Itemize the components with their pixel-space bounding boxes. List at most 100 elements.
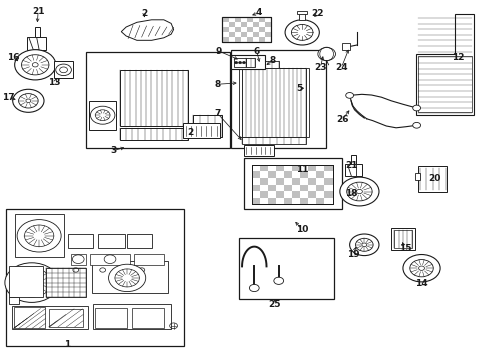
Bar xyxy=(260,178,267,185)
Circle shape xyxy=(356,189,362,194)
Bar xyxy=(222,17,271,42)
Text: 14: 14 xyxy=(414,279,427,288)
Bar xyxy=(308,178,316,185)
Bar xyxy=(284,198,291,204)
Bar xyxy=(9,266,43,297)
Bar xyxy=(259,27,264,32)
Circle shape xyxy=(285,20,319,45)
Bar xyxy=(234,27,241,32)
Bar xyxy=(259,17,264,22)
Bar xyxy=(390,228,414,250)
Bar xyxy=(120,128,188,140)
Bar xyxy=(297,11,306,14)
Bar xyxy=(260,191,267,198)
Bar xyxy=(230,55,264,69)
Text: 12: 12 xyxy=(451,53,464,62)
Bar xyxy=(242,137,305,144)
Bar xyxy=(324,165,332,171)
Text: 21: 21 xyxy=(32,7,44,16)
Bar xyxy=(275,191,284,198)
Circle shape xyxy=(418,266,424,270)
Bar xyxy=(90,254,129,265)
Bar xyxy=(316,198,324,204)
Bar xyxy=(15,214,63,257)
Polygon shape xyxy=(346,164,355,176)
Bar xyxy=(234,17,241,22)
Text: 22: 22 xyxy=(311,9,324,18)
Bar xyxy=(234,37,241,42)
Circle shape xyxy=(234,62,237,64)
Bar xyxy=(316,185,324,191)
Bar xyxy=(246,58,255,67)
Text: 17: 17 xyxy=(2,94,15,102)
Bar xyxy=(251,165,332,204)
Bar xyxy=(244,145,273,156)
Circle shape xyxy=(409,260,432,277)
Bar xyxy=(251,165,332,204)
Text: 13: 13 xyxy=(48,78,61,87)
Circle shape xyxy=(317,48,335,60)
Bar xyxy=(316,171,324,178)
Text: 8: 8 xyxy=(214,80,220,89)
Bar xyxy=(344,164,361,176)
Bar xyxy=(251,185,260,191)
Bar xyxy=(46,268,85,297)
Circle shape xyxy=(291,24,312,40)
Bar xyxy=(246,27,253,32)
Circle shape xyxy=(345,93,353,98)
Bar xyxy=(300,171,307,178)
Circle shape xyxy=(90,106,115,124)
Bar xyxy=(240,22,246,27)
Bar xyxy=(35,27,40,38)
Circle shape xyxy=(13,89,44,112)
Bar xyxy=(253,32,259,37)
Bar xyxy=(308,191,316,198)
Bar xyxy=(264,32,271,37)
Text: 25: 25 xyxy=(268,300,281,309)
Bar xyxy=(132,308,163,328)
Bar xyxy=(259,37,264,42)
Bar xyxy=(228,32,234,37)
Bar xyxy=(251,198,260,204)
Bar xyxy=(275,178,284,185)
Text: 23: 23 xyxy=(313,63,326,72)
Bar xyxy=(183,123,220,138)
Bar xyxy=(12,306,88,329)
Circle shape xyxy=(349,234,378,256)
Text: 11: 11 xyxy=(295,165,308,174)
Circle shape xyxy=(12,268,51,297)
Circle shape xyxy=(27,279,37,286)
Bar xyxy=(292,165,300,171)
Circle shape xyxy=(249,284,259,292)
Bar xyxy=(71,254,85,265)
Bar xyxy=(299,13,305,20)
Bar xyxy=(222,27,228,32)
Bar xyxy=(292,178,300,185)
Bar xyxy=(222,37,228,42)
Bar xyxy=(222,17,228,22)
Circle shape xyxy=(361,243,366,247)
Circle shape xyxy=(19,94,38,108)
Bar xyxy=(93,304,171,329)
Bar xyxy=(120,70,188,126)
Circle shape xyxy=(412,105,420,111)
Circle shape xyxy=(412,122,420,128)
Text: 15: 15 xyxy=(398,244,410,253)
Bar xyxy=(253,22,259,27)
Circle shape xyxy=(60,67,67,73)
Polygon shape xyxy=(415,14,473,115)
Bar xyxy=(242,68,305,137)
Bar xyxy=(246,37,253,42)
Circle shape xyxy=(24,225,54,247)
Bar xyxy=(393,230,411,248)
Bar xyxy=(260,165,267,171)
Circle shape xyxy=(15,50,56,80)
Bar xyxy=(300,185,307,191)
Bar xyxy=(95,308,127,328)
Text: 7: 7 xyxy=(214,109,221,118)
Circle shape xyxy=(17,220,61,252)
Text: 4: 4 xyxy=(255,8,262,17)
Bar xyxy=(14,307,45,328)
Bar xyxy=(308,165,316,171)
Text: 2: 2 xyxy=(141,9,147,18)
